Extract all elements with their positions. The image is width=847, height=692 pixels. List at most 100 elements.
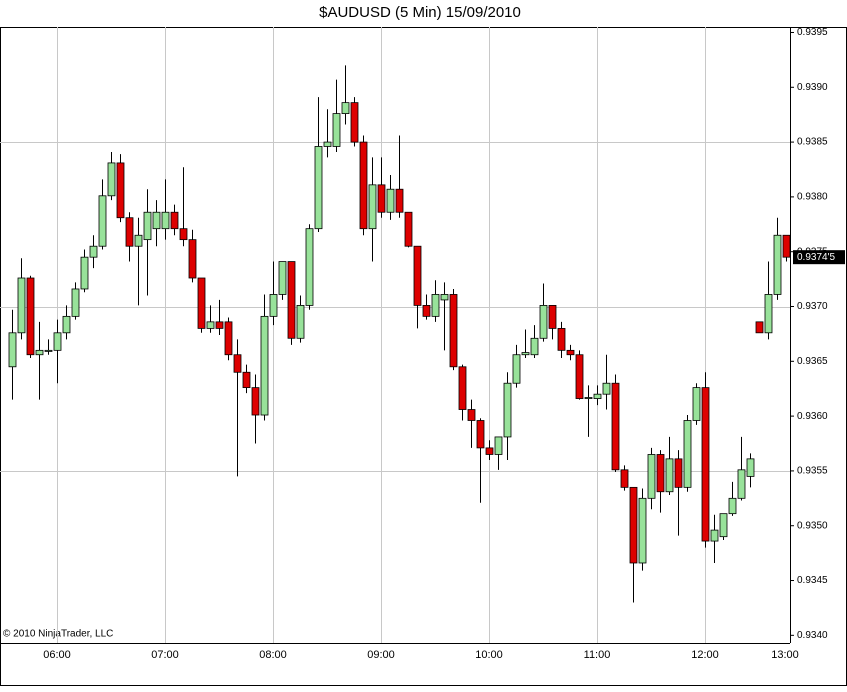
candle-body [512,354,521,384]
candle-body [260,315,269,416]
candle-body [494,436,503,455]
candle-body [458,366,467,410]
candle-body [404,211,413,247]
candle-body [665,458,674,493]
candle-body [764,294,773,334]
y-tick-label: 0.9360 [797,411,828,422]
candle-body [224,321,233,356]
candle-body [503,382,512,438]
candle-body [80,256,89,290]
candle-body [602,382,611,395]
chart-title: $AUDUSD (5 Min) 15/09/2010 [319,4,521,21]
x-tick-label: 06:00 [43,649,71,661]
candle-body [8,332,17,368]
candle-body [359,141,368,230]
candle-body [62,315,71,334]
candle-body [521,352,530,356]
candle-body [332,113,341,147]
candle-body [44,349,53,352]
copyright: © 2010 NinjaTrader, LLC [3,629,113,640]
candle-body [188,239,197,279]
candle-body [440,294,449,301]
candle-body [350,102,359,143]
last-price-box [793,250,845,265]
candle-body [53,332,62,351]
x-tick-label: 07:00 [151,649,179,661]
candle-body [296,305,305,339]
x-tick-label: 09:00 [367,649,395,661]
candle-body [737,469,746,499]
candle-body [449,294,458,368]
candle-body [620,469,629,488]
candle-body [629,486,638,564]
candle-body [530,337,539,356]
candle-body [467,409,476,421]
candle-body [26,277,35,356]
candle-body [692,387,701,421]
candle-body [485,447,494,455]
y-tick-label: 0.9390 [797,82,828,93]
candle-body [674,458,683,488]
candle-body [719,513,728,538]
candle-body [269,294,278,317]
candle-body [35,349,44,356]
candle-body [98,195,107,247]
x-tick-label: 12:00 [691,649,719,661]
candle-body [242,371,251,389]
candle-body [611,382,620,471]
candle-body [251,387,260,416]
candle-body [143,211,152,241]
candle-body [773,234,782,295]
y-tick-label: 0.9345 [797,575,828,586]
candle-body [422,305,431,317]
candle-body [638,497,647,564]
x-tick-label: 13:00 [771,649,799,661]
y-tick-label: 0.9395 [797,27,828,38]
candle-body [701,387,710,542]
candle-body [539,305,548,339]
candle-body [197,277,206,329]
candle-body [683,420,692,488]
y-tick-label: 0.9350 [797,520,828,531]
candle-body [647,454,656,499]
candle-body [215,321,224,329]
candle-body [728,497,737,515]
candle-body [755,321,764,334]
candle-body [278,261,287,295]
candle-body [782,234,791,258]
candle-body [125,217,134,247]
candle-body [566,349,575,356]
candle-body [584,397,593,399]
candle-body [413,245,422,306]
x-tick-label: 08:00 [259,649,287,661]
candle-body [656,454,665,493]
y-tick-label: 0.9370 [797,301,828,312]
candle-body [341,102,350,114]
candle-body [368,184,377,230]
frame [0,27,847,686]
x-tick-label: 11:00 [584,649,611,661]
x-tick-label: 10:00 [475,649,503,661]
candle-body [476,420,485,449]
candle-body [575,354,584,399]
last-price-label: 0.9374'5 [797,252,835,263]
candle-body [134,234,143,247]
candle-body [206,321,215,329]
candle-body [161,211,170,230]
candle-body [314,146,323,230]
candle-body [557,328,566,351]
candle-body [287,261,296,339]
candle-body [89,245,98,258]
candle-body [17,277,26,334]
candle-body [305,228,314,306]
candle-body [71,288,80,317]
candle-body [233,354,242,373]
candle-body [548,305,557,329]
candle-body [386,188,395,213]
candle-body [152,211,161,230]
y-tick-label: 0.9380 [797,192,828,203]
y-tick-label: 0.9385 [797,137,828,148]
candle-body [431,294,440,317]
candle-body [593,393,602,399]
